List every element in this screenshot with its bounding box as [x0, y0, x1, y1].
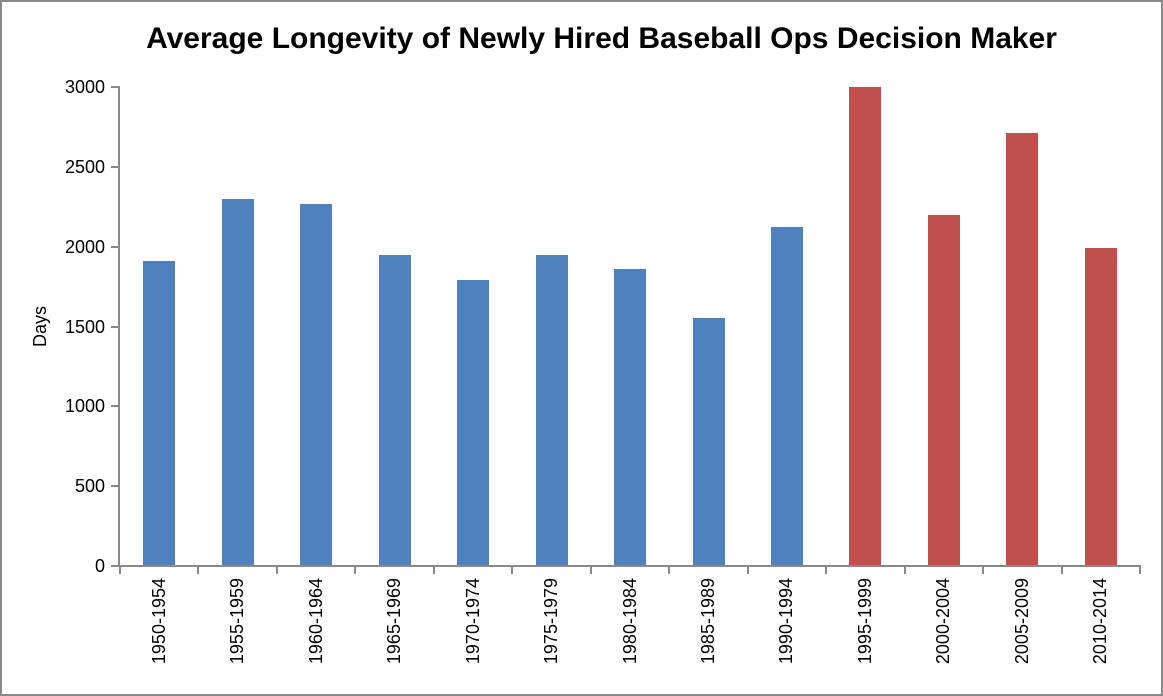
x-label-cell: 2010-2014	[1062, 578, 1140, 690]
y-tick-mark	[111, 165, 118, 168]
x-tick-mark	[982, 565, 985, 574]
y-tick-label: 500	[74, 476, 105, 497]
x-label-cell: 1995-1999	[826, 578, 904, 690]
x-axis-labels: 1950-1954 1955-1959 1960-1964 1965-1969 1970…	[120, 578, 1140, 690]
bar-cell	[1062, 86, 1140, 565]
x-tick-label: 1985-1989	[698, 578, 719, 665]
bar-1975-1979	[535, 255, 568, 565]
bar-cell	[669, 86, 747, 565]
x-tick-mark	[1139, 565, 1141, 574]
x-label-cell: 1975-1979	[512, 578, 590, 690]
bar-cell	[983, 86, 1061, 565]
bar-1995-1999	[849, 87, 882, 565]
x-tick-label: 1975-1979	[541, 578, 562, 665]
x-tick-label: 1995-1999	[854, 578, 875, 665]
x-tick-label: 1970-1974	[462, 578, 483, 665]
bar-cell	[748, 86, 826, 565]
bar-cell	[434, 86, 512, 565]
y-tick-mark	[111, 405, 118, 408]
y-tick-label: 1500	[64, 316, 105, 337]
bar-1970-1974	[457, 280, 490, 565]
x-label-cell: 1990-1994	[748, 578, 826, 690]
y-tick-label: 2500	[64, 156, 105, 177]
y-tick-mark	[111, 485, 118, 488]
x-tick-label: 1980-1984	[619, 578, 640, 665]
y-tick-mark	[111, 325, 118, 328]
bar-cell	[198, 86, 276, 565]
x-label-cell: 1965-1969	[355, 578, 433, 690]
chart-title: Average Longevity of Newly Hired Basebal…	[146, 22, 1057, 55]
x-tick-mark	[511, 565, 514, 574]
x-tick-mark	[668, 565, 671, 574]
x-tick-mark	[275, 565, 278, 574]
x-axis-line	[118, 565, 1140, 567]
x-label-cell: 2005-2009	[983, 578, 1061, 690]
y-tick-label: 0	[94, 556, 105, 576]
bar-1950-1954	[143, 261, 176, 565]
x-tick-mark	[432, 565, 435, 574]
x-label-cell: 1980-1984	[591, 578, 669, 690]
x-label-cell: 1970-1974	[434, 578, 512, 690]
x-label-cell: 1960-1964	[277, 578, 355, 690]
x-tick-label: 1960-1964	[305, 578, 326, 665]
x-tick-label: 1950-1954	[148, 578, 169, 665]
bar-cell	[277, 86, 355, 565]
x-tick-mark	[1060, 565, 1063, 574]
bar-1985-1989	[692, 318, 725, 565]
bar-2010-2014	[1084, 248, 1117, 565]
bar-1955-1959	[221, 199, 254, 565]
x-tick-mark	[354, 565, 357, 574]
bar-1960-1964	[300, 204, 333, 565]
y-axis-line	[118, 86, 120, 567]
bar-2005-2009	[1006, 133, 1039, 565]
x-tick-label: 1955-1959	[227, 578, 248, 665]
bar-1980-1984	[614, 269, 647, 565]
bar-cell	[591, 86, 669, 565]
x-tick-mark	[746, 565, 749, 574]
x-label-cell: 2000-2004	[905, 578, 983, 690]
bar-cell	[120, 86, 198, 565]
x-label-cell: 1985-1989	[669, 578, 747, 690]
x-tick-label: 1990-1994	[776, 578, 797, 665]
x-tick-mark	[589, 565, 592, 574]
x-label-cell: 1955-1959	[198, 578, 276, 690]
x-tick-label: 2000-2004	[933, 578, 954, 665]
x-tick-mark	[903, 565, 906, 574]
y-tick-mark	[111, 245, 118, 248]
bar-cell	[512, 86, 590, 565]
bar-cell	[826, 86, 904, 565]
x-tick-label: 2010-2014	[1090, 578, 1111, 665]
y-tick-mark	[111, 565, 118, 567]
bar-1965-1969	[378, 255, 411, 565]
plot-area	[120, 86, 1140, 565]
y-tick-label: 1000	[64, 396, 105, 417]
x-tick-mark	[197, 565, 200, 574]
x-tick-label: 2005-2009	[1011, 578, 1032, 665]
y-tick-label: 3000	[64, 77, 105, 97]
x-tick-mark	[119, 565, 121, 574]
bar-cell	[355, 86, 433, 565]
bar-cell	[905, 86, 983, 565]
bar-1990-1994	[770, 227, 803, 565]
bar-2000-2004	[927, 215, 960, 565]
x-tick-mark	[825, 565, 828, 574]
x-label-cell: 1950-1954	[120, 578, 198, 690]
y-tick-mark	[111, 86, 118, 88]
y-tick-label: 2000	[64, 236, 105, 257]
x-tick-label: 1965-1969	[384, 578, 405, 665]
